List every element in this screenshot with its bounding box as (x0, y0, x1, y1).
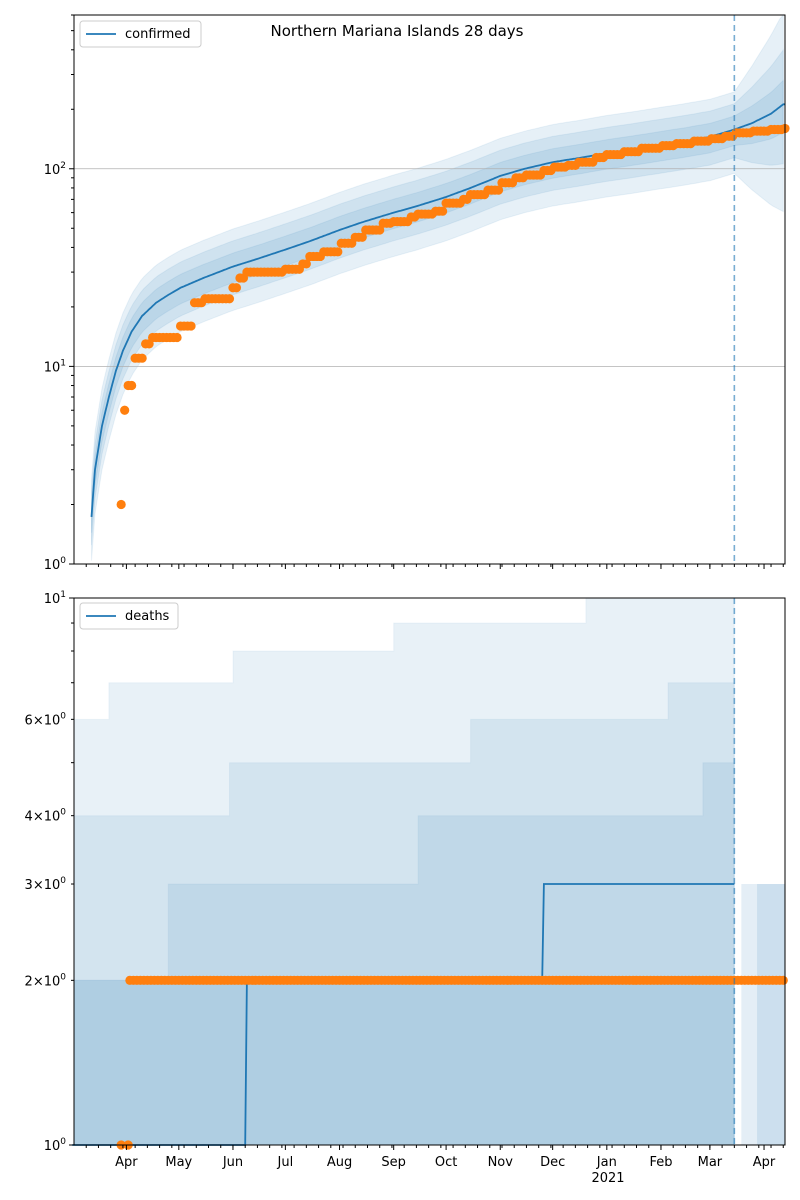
top-uncertainty-bands (91, 13, 784, 561)
confirmed-observed-point (224, 294, 235, 304)
x-year-label: 2021 (591, 1171, 624, 1186)
bottom-ytick-label: 6×100 (25, 711, 67, 728)
bottom-ytick-label: 3×100 (25, 876, 67, 893)
x-tick-label: Apr (753, 1155, 776, 1170)
deaths-observed-point (778, 975, 788, 985)
deaths-forecast-band-1 (757, 884, 785, 1145)
bottom-axes-frame (73, 597, 786, 1146)
top-panel: 100 101 102 Northern Mariana Islands 28 da… (44, 13, 790, 573)
x-tick-label: Mar (698, 1155, 723, 1170)
top-gridlines (74, 168, 785, 367)
bottom-legend-label: deaths (125, 609, 170, 624)
confirmed-observed-point (438, 206, 448, 216)
bottom-y-axis: 100 2×100 3×100 4×100 6×100 101 (25, 590, 74, 1154)
x-tick-label: Dec (540, 1155, 565, 1170)
x-tick-label: Aug (327, 1155, 352, 1170)
top-ytick-label: 102 (44, 161, 66, 178)
x-tick-label: Oct (435, 1155, 457, 1170)
confirmed-observed-point (186, 321, 196, 331)
bottom-legend-box (79, 602, 179, 630)
x-tick-label: Sep (381, 1155, 406, 1170)
top-axes-frame (73, 14, 786, 565)
confirmed-observed-point (172, 332, 182, 343)
top-legend-box (79, 20, 202, 48)
top-legend-label: confirmed (125, 27, 191, 42)
bottom-ytick-label: 100 (44, 1137, 67, 1154)
confirmed-observed-point (231, 283, 242, 293)
x-tick-label: Jan (596, 1155, 617, 1170)
confirmed-observed-point (120, 405, 130, 415)
top-y-axis: 100 101 102 (44, 14, 74, 573)
deaths-band-1 (73, 682, 735, 1146)
bottom-x-axis: Apr May Jun Jul Aug Sep Oct Nov Dec Jan Feb Mar Apr (85, 1145, 784, 1170)
bottom-ytick-label: 2×100 (25, 972, 67, 989)
confirmed-observed-point (137, 353, 147, 363)
x-tick-label: Nov (488, 1155, 514, 1170)
x-tick-label: Jun (222, 1155, 243, 1170)
bottom-ytick-label: 4×100 (25, 808, 67, 825)
confirmed-observed-point (493, 185, 504, 195)
confirmed-band-1 (91, 48, 784, 546)
top-legend: confirmed (79, 20, 202, 48)
confirmed-observed-point (333, 247, 343, 257)
x-tick-label: Feb (649, 1155, 672, 1170)
chart-title: Northern Mariana Islands 28 days (271, 22, 524, 40)
x-tick-label: May (165, 1155, 192, 1170)
confirmed-observed-point (127, 380, 137, 391)
confirmed-observed-point (357, 232, 367, 242)
deaths-forecast-band-0 (741, 884, 785, 1145)
confirmed-observed-point (301, 259, 311, 269)
deaths-band-3 (73, 979, 735, 1146)
top-ytick-label: 101 (44, 358, 66, 375)
bottom-uncertainty-bands (73, 597, 785, 1146)
confirmed-observed-point (116, 499, 126, 510)
bottom-legend: deaths (79, 602, 179, 630)
top-x-axis-ticks (85, 564, 784, 569)
x-tick-label: Jul (277, 1155, 294, 1170)
confirmed-observed-points (116, 123, 790, 510)
x-tick-label: Apr (115, 1155, 138, 1170)
deaths-observed-points (116, 975, 788, 1150)
top-ytick-label: 100 (44, 556, 67, 573)
bottom-ytick-label: 101 (44, 590, 66, 607)
